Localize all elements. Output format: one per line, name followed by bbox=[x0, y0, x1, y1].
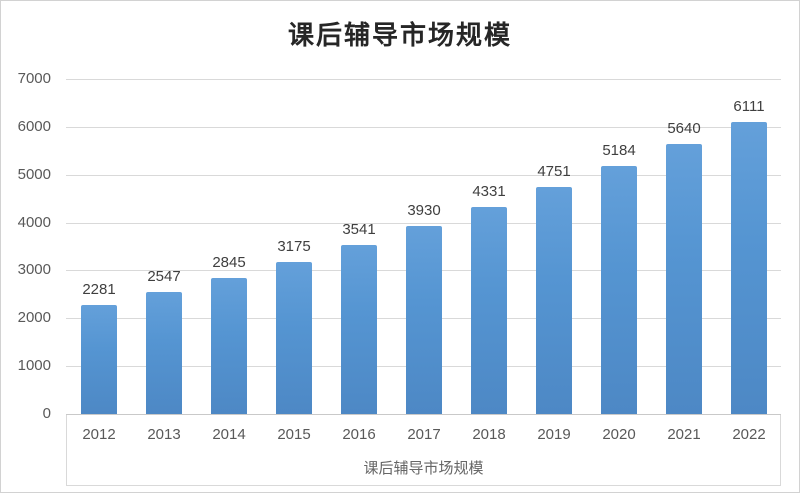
y-tick-label: 7000 bbox=[17, 70, 51, 87]
bar bbox=[666, 144, 702, 414]
bar bbox=[731, 122, 767, 414]
bar-value-label: 5640 bbox=[667, 120, 701, 137]
gridline bbox=[66, 223, 781, 224]
bar-value-label: 3175 bbox=[277, 238, 311, 255]
x-tick-label: 2021 bbox=[667, 426, 701, 443]
y-tick-label: 0 bbox=[42, 405, 51, 422]
bar bbox=[406, 226, 442, 414]
x-tick-label: 2012 bbox=[82, 426, 116, 443]
bar bbox=[81, 305, 117, 414]
bar-value-label: 4751 bbox=[537, 163, 571, 180]
chart-title: 课后辅导市场规模 bbox=[287, 20, 512, 50]
x-tick-label: 2018 bbox=[472, 426, 506, 443]
bar bbox=[211, 278, 247, 414]
x-tick-label: 2013 bbox=[147, 426, 181, 443]
bar-value-label: 3930 bbox=[407, 202, 441, 219]
x-axis-title: 课后辅导市场规模 bbox=[363, 460, 484, 477]
bar-value-label: 6111 bbox=[733, 98, 765, 115]
y-tick-label: 4000 bbox=[17, 214, 51, 231]
bar bbox=[471, 207, 507, 414]
bar bbox=[601, 166, 637, 414]
bar bbox=[341, 245, 377, 414]
y-tick-label: 3000 bbox=[17, 261, 51, 278]
x-tick-label: 2019 bbox=[537, 426, 571, 443]
gridline bbox=[66, 414, 781, 415]
bar bbox=[276, 262, 312, 414]
gridline bbox=[66, 127, 781, 128]
bar bbox=[536, 187, 572, 414]
bar bbox=[146, 292, 182, 414]
gridline bbox=[66, 175, 781, 176]
x-tick-label: 2017 bbox=[407, 426, 441, 443]
x-tick-label: 2022 bbox=[732, 426, 766, 443]
bar-value-label: 2281 bbox=[82, 281, 116, 298]
gridline bbox=[66, 79, 781, 80]
bar-value-label: 4331 bbox=[472, 183, 506, 200]
y-tick-label: 6000 bbox=[17, 118, 51, 135]
bar-value-label: 2547 bbox=[147, 268, 181, 285]
y-tick-label: 2000 bbox=[17, 309, 51, 326]
y-tick-label: 5000 bbox=[17, 166, 51, 183]
bar-value-label: 5184 bbox=[602, 142, 636, 159]
x-tick-label: 2016 bbox=[342, 426, 376, 443]
x-tick-label: 2020 bbox=[602, 426, 636, 443]
bar-value-label: 2845 bbox=[212, 254, 246, 271]
bar-value-label: 3541 bbox=[342, 221, 376, 238]
x-tick-label: 2015 bbox=[277, 426, 311, 443]
y-tick-label: 1000 bbox=[17, 357, 51, 374]
x-tick-label: 2014 bbox=[212, 426, 246, 443]
